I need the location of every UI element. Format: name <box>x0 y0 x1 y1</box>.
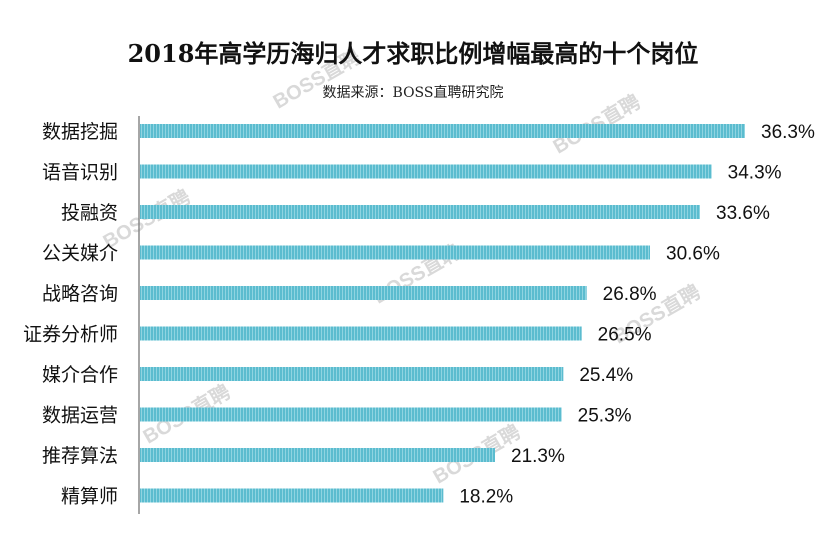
bars-group: 数据挖掘 36.3% 语音识别 34.3% 投融资 33.6% 公关媒介 30.6% 战略咨询 2… <box>23 121 815 508</box>
category-label: 推荐算法 <box>42 445 118 467</box>
category-label: 语音识别 <box>42 162 118 184</box>
value-label: 25.4% <box>579 365 633 386</box>
chart-title: 2018年高学历海归人才求职比例增幅最高的十个岗位 <box>128 39 699 68</box>
bar-5 <box>140 286 587 300</box>
category-label: 战略咨询 <box>42 283 118 305</box>
category-label: 精算师 <box>61 486 118 508</box>
category-label: 公关媒介 <box>42 243 118 265</box>
bar-3 <box>140 205 700 219</box>
bar-4 <box>140 245 650 260</box>
category-label: 证券分析师 <box>23 324 118 346</box>
category-label: 媒介合作 <box>42 364 118 386</box>
value-label: 36.3% <box>761 122 815 143</box>
watermark-text: BOSS直聘 <box>549 89 645 158</box>
value-label: 34.3% <box>728 163 782 184</box>
category-label: 数据挖掘 <box>42 121 118 143</box>
chart-subtitle: 数据来源：BOSS直聘研究院 <box>323 84 504 101</box>
value-label: 21.3% <box>511 446 565 467</box>
bar-8 <box>140 407 562 422</box>
bar-10 <box>140 488 444 503</box>
category-label: 投融资 <box>61 202 118 224</box>
value-label: 30.6% <box>666 244 720 265</box>
bar-2 <box>140 164 712 179</box>
bar-7 <box>140 367 564 381</box>
bar-6 <box>140 326 582 341</box>
value-label: 18.2% <box>459 487 513 508</box>
bar-9 <box>140 448 495 462</box>
category-label: 数据运营 <box>42 405 118 427</box>
value-label: 25.3% <box>578 406 632 427</box>
bar-1 <box>140 124 745 138</box>
value-label: 33.6% <box>716 203 770 224</box>
value-label: 26.5% <box>598 325 652 346</box>
value-label: 26.8% <box>603 284 657 305</box>
